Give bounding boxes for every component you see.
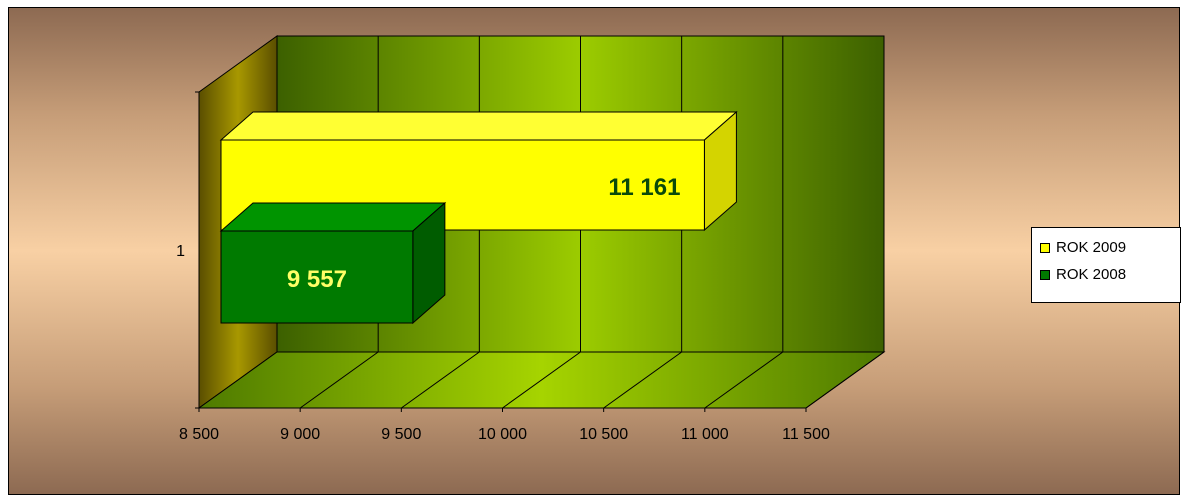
bar-top-rok-2009 bbox=[219, 111, 738, 141]
x-tick-label: 9 500 bbox=[381, 426, 421, 443]
legend: ROK 2009 ROK 2008 bbox=[1031, 227, 1181, 303]
x-tick-label: 9 000 bbox=[280, 426, 320, 443]
x-tick-label: 10 000 bbox=[478, 426, 527, 443]
data-label-rok-2009: 11 161 bbox=[608, 174, 680, 201]
gridline-floor bbox=[502, 351, 581, 409]
axes: 1 8 500 9 000 9 500 10 000 10 500 11 000 11 500 bbox=[176, 91, 830, 443]
gridline-floor bbox=[401, 351, 480, 409]
legend-swatch-rok-2009 bbox=[1040, 242, 1050, 253]
y-tick-label: 1 bbox=[176, 243, 185, 260]
gridline-floor bbox=[603, 351, 682, 409]
x-tick-label: 11 000 bbox=[681, 426, 729, 443]
legend-label-rok-2009: ROK 2009 bbox=[1056, 239, 1127, 256]
gridline-floor bbox=[299, 351, 379, 409]
x-tick-label: 8 500 bbox=[179, 426, 219, 443]
gridline-floor bbox=[805, 351, 885, 409]
chart-area: 11 161 9 557 1 8 500 9 000 9 500 10 000 10 500… bbox=[8, 7, 1181, 495]
legend-swatch-rok-2008 bbox=[1040, 269, 1050, 280]
bar-top-rok-2008 bbox=[219, 202, 447, 232]
data-label-rok-2008: 9 557 bbox=[287, 266, 347, 293]
bar-rok-2008 bbox=[220, 230, 414, 324]
x-tick-label: 11 500 bbox=[782, 426, 830, 443]
legend-label-rok-2008: ROK 2008 bbox=[1056, 266, 1127, 283]
gridline-floor bbox=[704, 351, 784, 409]
bar-chart: 11 161 9 557 1 8 500 9 000 9 500 10 000 10 500… bbox=[176, 35, 886, 443]
x-tick-label: 10 500 bbox=[579, 426, 628, 443]
legend-item-rok-2009: ROK 2009 bbox=[1040, 234, 1180, 261]
bars: 11 161 9 557 bbox=[219, 110, 738, 325]
legend-item-rok-2008: ROK 2008 bbox=[1040, 261, 1180, 288]
